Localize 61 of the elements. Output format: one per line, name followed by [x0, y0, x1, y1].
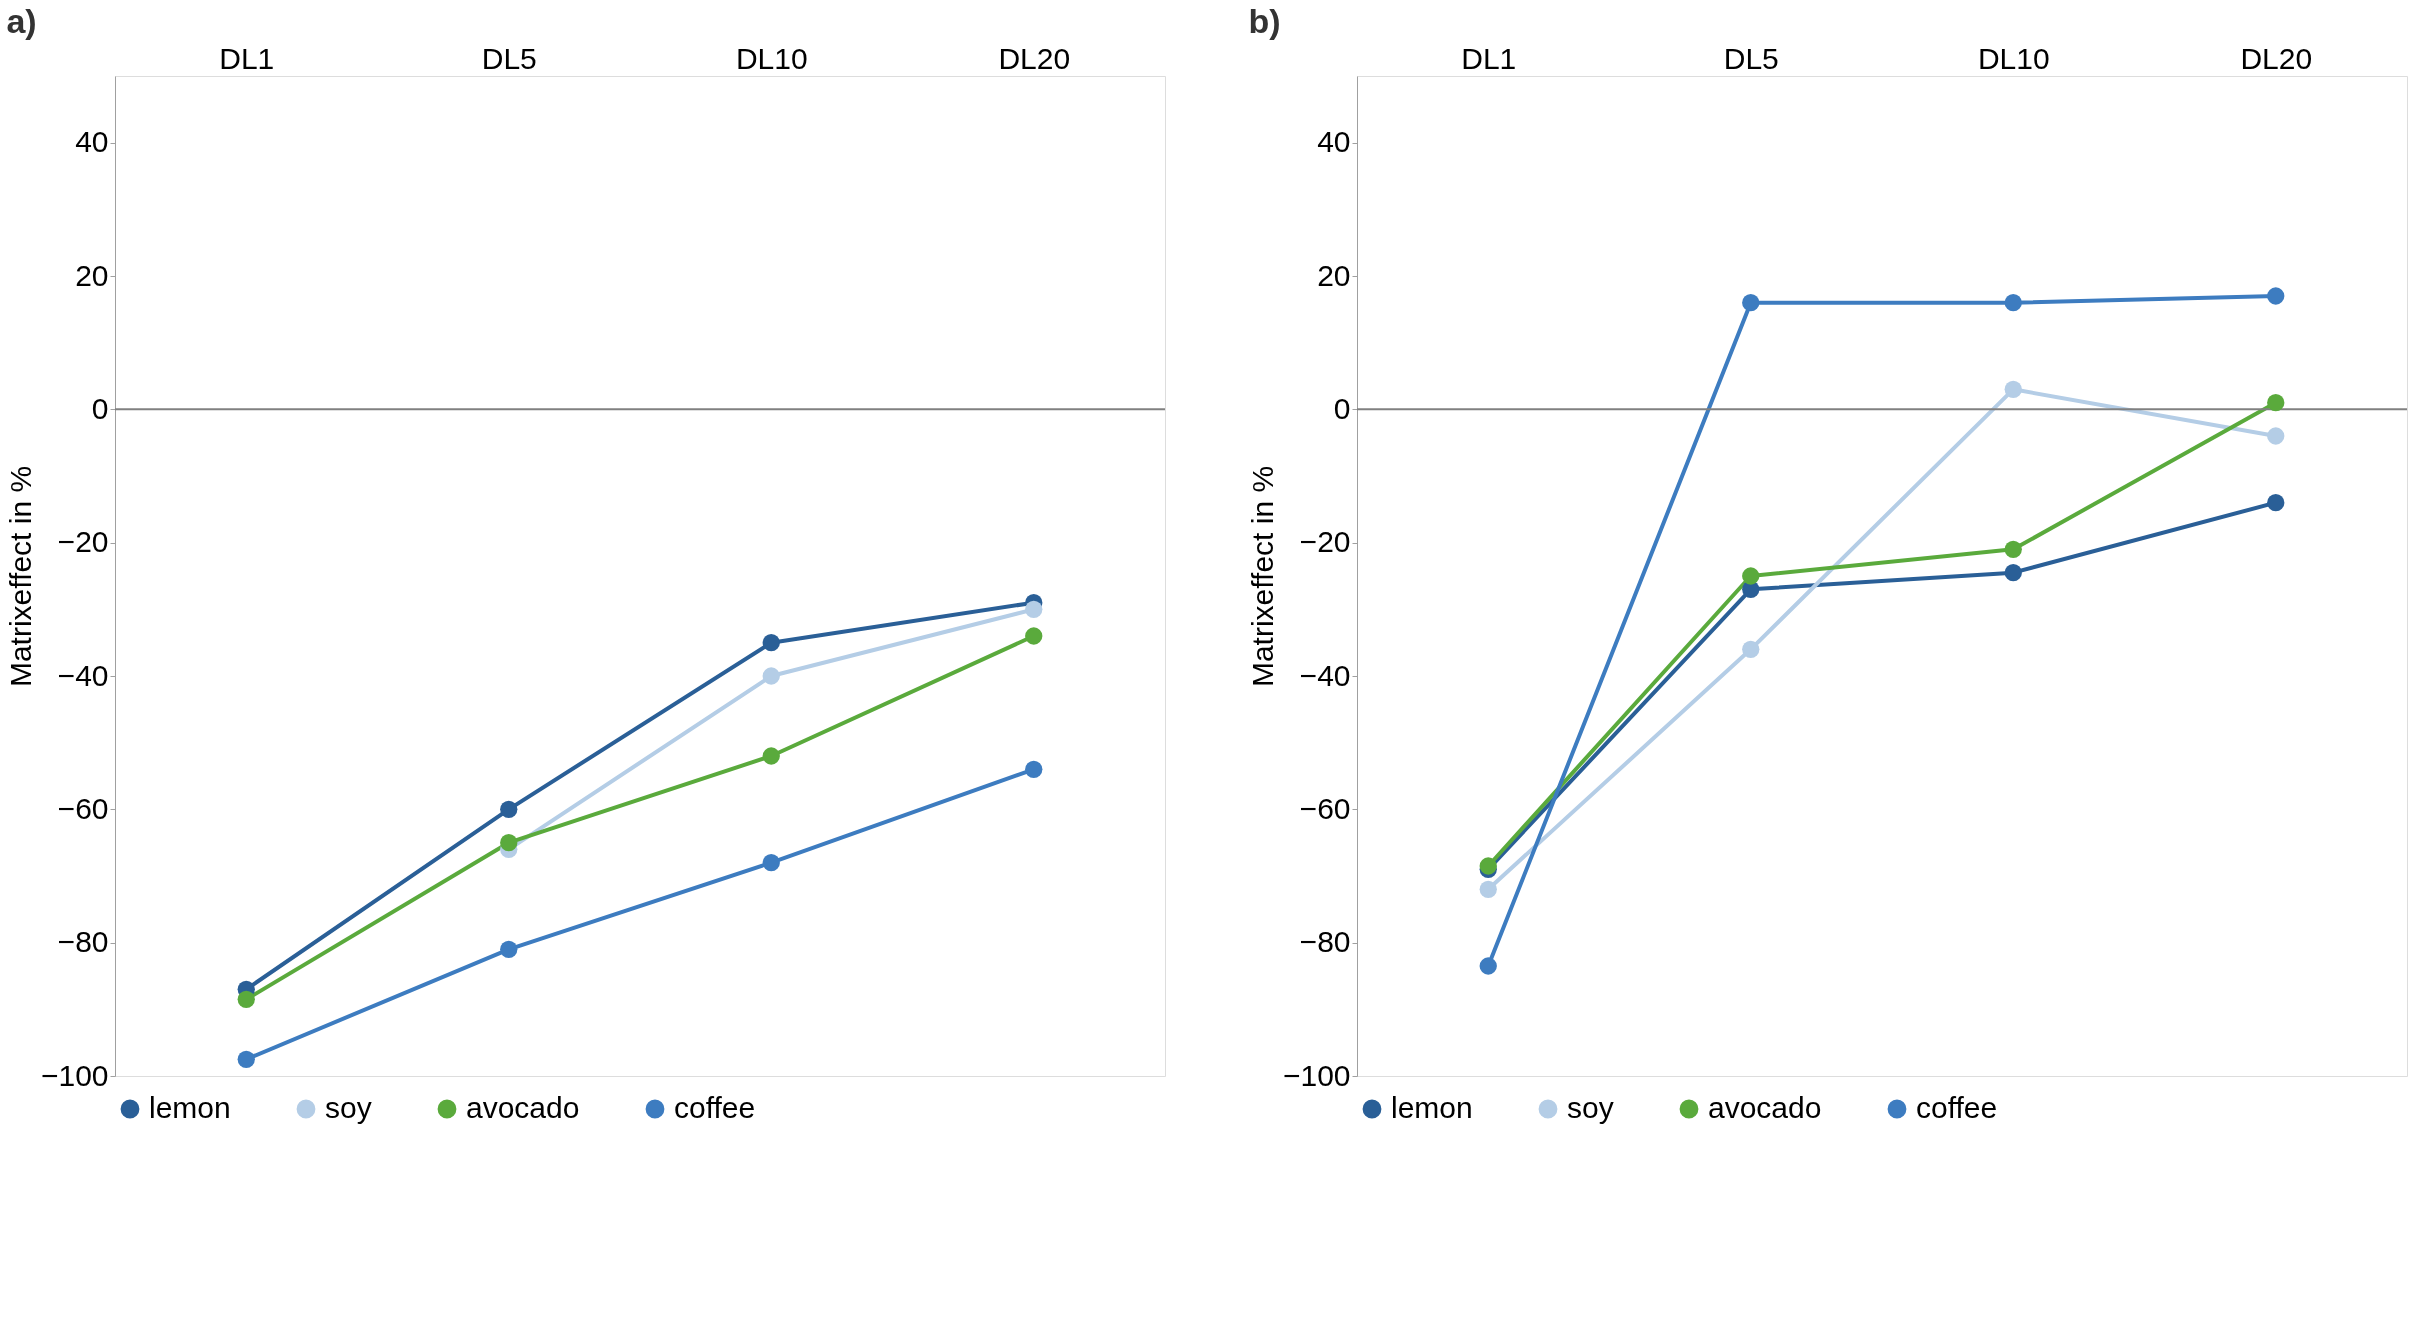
y-tick-label: −100	[1282, 1058, 1351, 1092]
point	[1479, 957, 1497, 975]
y-tick-label: −20	[1299, 525, 1351, 559]
point	[2004, 380, 2022, 398]
point	[237, 990, 255, 1008]
point	[762, 854, 780, 872]
point	[1025, 600, 1043, 618]
point	[500, 940, 518, 958]
legend-label: lemon	[149, 1091, 231, 1124]
y-axis-title: Matrixeffect in %	[1245, 465, 1279, 688]
point	[1742, 640, 1760, 658]
y-axis-title: Matrixeffect in %	[3, 465, 37, 688]
chart-title: b)	[1248, 2, 1281, 40]
legend-label: soy	[325, 1091, 372, 1124]
y-tick-label: −20	[57, 525, 109, 559]
legend-label: avocado	[1708, 1091, 1822, 1124]
point	[762, 634, 780, 652]
point	[2267, 494, 2285, 512]
y-tick-label: 0	[1333, 391, 1351, 425]
x-tick-label: DL5	[1723, 41, 1779, 75]
point	[2004, 294, 2022, 312]
point	[2267, 394, 2285, 412]
x-tick-label: DL10	[735, 41, 808, 75]
point	[2004, 564, 2022, 582]
y-tick-label: −60	[1299, 791, 1351, 825]
point	[237, 1050, 255, 1068]
point	[500, 800, 518, 818]
y-tick-label: −40	[1299, 658, 1351, 692]
y-tick-label: 40	[1317, 125, 1351, 159]
x-tick-label: DL10	[1977, 41, 2050, 75]
y-tick-label: 20	[75, 258, 109, 292]
y-tick-label: −40	[57, 658, 109, 692]
y-tick-label: −80	[57, 925, 109, 959]
x-tick-label: DL20	[2240, 41, 2313, 75]
x-tick-label: DL1	[1461, 41, 1517, 75]
y-tick-label: −60	[57, 791, 109, 825]
legend-label: avocado	[466, 1091, 580, 1124]
point	[1742, 294, 1760, 312]
point	[2004, 540, 2022, 558]
y-tick-label: 40	[75, 125, 109, 159]
y-tick-label: −80	[1299, 925, 1351, 959]
legend-label: lemon	[1391, 1091, 1473, 1124]
point	[1025, 760, 1043, 778]
y-tick-label: 20	[1317, 258, 1351, 292]
point	[762, 747, 780, 765]
point	[1025, 627, 1043, 645]
point	[1479, 880, 1497, 898]
x-tick-label: DL20	[998, 41, 1071, 75]
chart-title: a)	[6, 2, 37, 40]
point	[2267, 427, 2285, 445]
legend-label: coffee	[674, 1091, 756, 1124]
point	[2267, 287, 2285, 305]
x-tick-label: DL5	[481, 41, 537, 75]
point	[762, 667, 780, 685]
point	[500, 834, 518, 852]
x-tick-label: DL1	[219, 41, 275, 75]
legend-label: soy	[1567, 1091, 1614, 1124]
y-tick-label: −100	[40, 1058, 109, 1092]
y-tick-label: 0	[91, 391, 109, 425]
legend-label: coffee	[1916, 1091, 1998, 1124]
point	[1742, 567, 1760, 585]
